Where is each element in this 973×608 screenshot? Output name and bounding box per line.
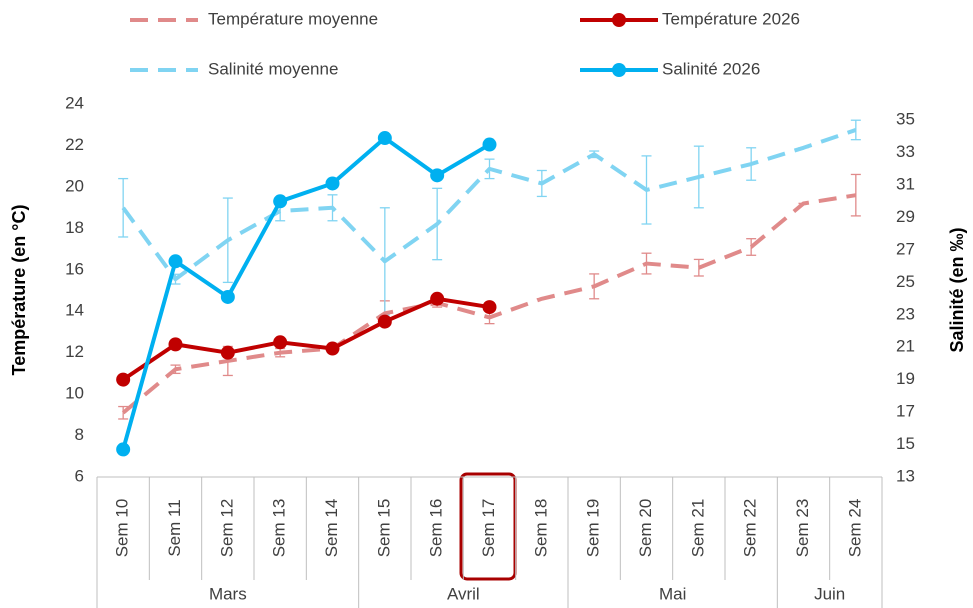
x-tick-label: Sem 14 <box>322 499 341 558</box>
series-marker <box>116 372 131 387</box>
y2-tick-label: 17 <box>896 402 915 421</box>
x-tick-label: Sem 10 <box>113 499 132 558</box>
y-tick-label: 20 <box>65 176 84 195</box>
y-tick-label: 16 <box>65 259 84 278</box>
series-marker <box>430 168 445 183</box>
y2-axis-title: Salinité (en ‰) <box>947 227 967 352</box>
legend-marker <box>612 13 626 27</box>
x-tick-label: Sem 24 <box>845 499 864 558</box>
series-line <box>121 136 491 450</box>
x-tick-label: Sem 12 <box>217 499 236 558</box>
series-marker <box>116 442 131 457</box>
legend-label: Température moyenne <box>208 9 378 28</box>
group-label: Juin <box>814 584 845 603</box>
y-tick-label: 18 <box>65 218 84 237</box>
y2-tick-label: 27 <box>896 239 915 258</box>
y2-tick-label: 29 <box>896 207 915 226</box>
series-marker <box>325 341 340 356</box>
y2-tick-label: 35 <box>896 110 915 129</box>
x-tick-label: Sem 15 <box>374 499 393 558</box>
x-tick-label: Sem 19 <box>584 499 603 558</box>
series-marker <box>220 289 235 304</box>
series-marker <box>430 291 445 306</box>
x-tick-label: Sem 23 <box>793 499 812 558</box>
x-tick-label: Sem 21 <box>688 499 707 558</box>
highlight-box <box>459 472 517 581</box>
series-marker <box>377 131 392 146</box>
series-marker <box>168 337 183 352</box>
series-line <box>122 296 490 382</box>
y2-tick-label: 23 <box>896 304 915 323</box>
legend-label: Salinité 2026 <box>662 59 760 78</box>
series-marker <box>273 194 288 209</box>
y-tick-label: 12 <box>65 342 84 361</box>
y-tick-label: 10 <box>65 384 84 403</box>
x-tick-label: Sem 22 <box>741 499 760 558</box>
legend-label: Salinité moyenne <box>208 59 338 78</box>
series-marker <box>377 314 392 329</box>
y2-tick-label: 21 <box>896 337 915 356</box>
group-label: Avril <box>447 584 480 603</box>
y2-tick-label: 19 <box>896 369 915 388</box>
series-line <box>121 193 857 415</box>
series-line <box>121 128 857 282</box>
y-tick-label: 8 <box>75 425 84 444</box>
series-marker <box>168 254 183 269</box>
y-tick-label: 6 <box>75 466 84 485</box>
error-bar <box>850 173 861 217</box>
y2-tick-label: 13 <box>896 466 915 485</box>
x-tick-label: Sem 17 <box>479 499 498 558</box>
y2-tick-label: 33 <box>896 142 915 161</box>
legend-marker <box>612 63 626 77</box>
y2-tick-label: 15 <box>896 434 915 453</box>
error-bar <box>850 119 861 141</box>
legend-label: Température 2026 <box>662 9 800 28</box>
x-tick-label: Sem 11 <box>165 499 184 556</box>
y-tick-label: 22 <box>65 135 84 154</box>
y-tick-label: 24 <box>65 93 84 112</box>
y-tick-label: 14 <box>65 301 84 320</box>
series-marker <box>325 176 340 191</box>
x-tick-label: Sem 20 <box>636 499 655 558</box>
group-label: Mai <box>659 584 686 603</box>
x-tick-label: Sem 16 <box>427 499 446 558</box>
x-tick-label: Sem 13 <box>270 499 289 558</box>
series-marker <box>273 335 288 350</box>
y2-tick-label: 31 <box>896 175 915 194</box>
series-marker <box>482 300 497 315</box>
group-label: Mars <box>209 584 247 603</box>
x-tick-label: Sem 18 <box>531 499 550 558</box>
y2-tick-label: 25 <box>896 272 915 291</box>
series-marker <box>482 137 497 152</box>
y-axis-title: Température (en °C) <box>9 205 29 376</box>
series-marker <box>220 345 235 360</box>
